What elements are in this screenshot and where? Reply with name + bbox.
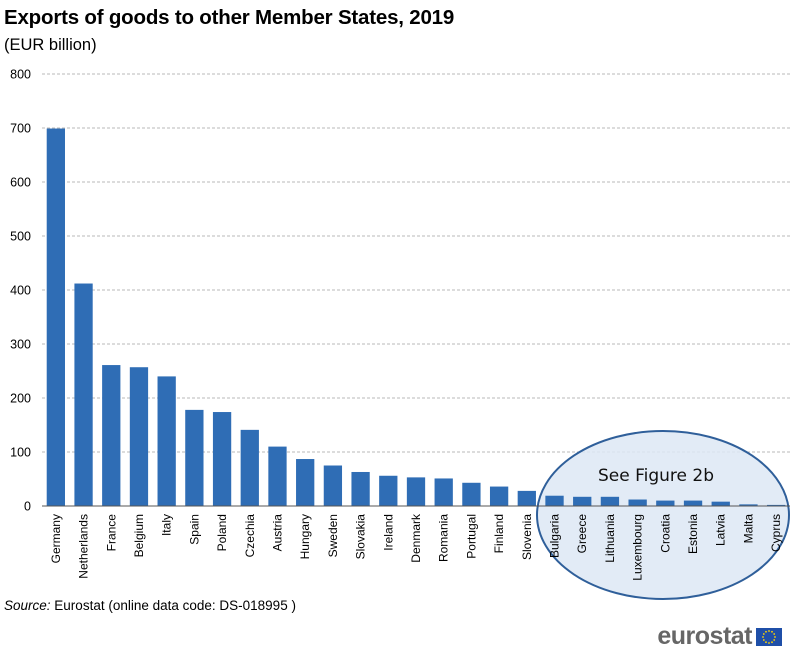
- bar-finland: [489, 486, 509, 506]
- x-tick-label: Lithuania: [603, 514, 617, 563]
- bar-croatia-overlay: [656, 500, 675, 506]
- x-tick-label: Croatia: [658, 514, 672, 553]
- x-tick-label: Latvia: [714, 514, 728, 546]
- flag-star: [768, 641, 770, 644]
- y-tick-label: 400: [10, 284, 31, 298]
- x-tick-label: Ireland: [381, 514, 395, 551]
- callout-text: See Figure 2b: [598, 466, 714, 486]
- bar-germany: [46, 128, 65, 507]
- bar-sweden: [323, 465, 343, 506]
- x-tick-label: Hungary: [298, 514, 312, 559]
- bar-slovenia: [517, 490, 536, 506]
- callout-ellipse: [536, 430, 790, 600]
- x-tick-label: Sweden: [326, 514, 340, 557]
- eu-flag-icon: [756, 627, 782, 646]
- bar-france: [102, 365, 121, 506]
- chart-title: Exports of goods to other Member States,…: [4, 6, 455, 29]
- x-tick-label: Romania: [437, 514, 451, 562]
- y-tick-label: 800: [10, 68, 31, 82]
- y-tick-label: 0: [24, 500, 31, 514]
- bar-romania: [434, 478, 453, 506]
- bar-lithuania-overlay: [600, 496, 620, 506]
- flag-star: [771, 630, 773, 633]
- bar-spain: [185, 409, 204, 506]
- x-tick-label: Belgium: [132, 514, 146, 557]
- flag-star: [773, 632, 776, 635]
- flag-star: [771, 640, 773, 643]
- bar-malta-overlay: [739, 504, 758, 506]
- bar-hungary: [296, 459, 315, 506]
- source-label: Source:: [4, 598, 51, 613]
- source-text: Eurostat (online data code: DS-018995 ): [54, 598, 296, 613]
- x-tick-label: Czechia: [243, 514, 257, 558]
- logo-text: eurostat: [657, 622, 752, 650]
- x-tick-label: Malta: [741, 514, 755, 544]
- bar-bulgaria-overlay: [545, 495, 564, 506]
- x-tick-label: Bulgaria: [548, 514, 562, 558]
- bar-belgium: [129, 367, 149, 506]
- flag-star: [765, 640, 767, 643]
- source-note: Source: Eurostat (online data code: DS-0…: [4, 598, 296, 613]
- y-tick-label: 200: [10, 392, 31, 406]
- flag-star: [765, 630, 767, 633]
- x-tick-label: Denmark: [409, 513, 423, 563]
- bar-latvia-overlay: [711, 501, 730, 506]
- x-tick-label: Slovenia: [520, 514, 534, 560]
- flag-star: [762, 635, 764, 638]
- callout: See Figure 2b: [536, 430, 790, 600]
- flag-star: [768, 629, 770, 632]
- x-tick-label: Portugal: [464, 514, 478, 559]
- x-tick-label: Germany: [49, 514, 63, 563]
- bar-cyprus-overlay: [767, 504, 786, 506]
- gridlines: [42, 73, 790, 453]
- chart-subtitle: (EUR billion): [4, 36, 97, 54]
- bar-czechia: [240, 429, 259, 506]
- bar-luxembourg-overlay: [628, 499, 647, 506]
- bar-slovakia: [351, 471, 370, 506]
- x-tick-label: Spain: [187, 514, 201, 545]
- bar-ireland: [379, 475, 398, 506]
- x-tick-label: Luxembourg: [631, 514, 645, 581]
- bar-italy: [157, 376, 176, 506]
- bar-poland: [212, 412, 232, 506]
- y-tick-label: 600: [10, 176, 31, 190]
- bar-estonia-overlay: [683, 500, 703, 506]
- x-tick-label: Netherlands: [77, 514, 91, 579]
- y-tick-label: 500: [10, 230, 31, 244]
- x-tick-label: Cyprus: [769, 514, 783, 552]
- y-axis-ticks: 0 100 200 300 400 500 600 700 800: [10, 68, 31, 514]
- bars: [46, 128, 786, 507]
- eurostat-logo: eurostat: [657, 622, 782, 651]
- bar-portugal: [462, 482, 481, 506]
- flag-star: [773, 638, 776, 641]
- bar-denmark: [406, 477, 426, 506]
- x-tick-label: Poland: [215, 514, 229, 551]
- x-axis-labels: Germany Netherlands France Belgium Italy Spai…: [49, 513, 783, 581]
- x-tick-label: Austria: [270, 514, 284, 552]
- y-tick-label: 300: [10, 338, 31, 352]
- flag-star: [762, 638, 765, 641]
- bar-austria: [268, 446, 287, 506]
- x-tick-label: Estonia: [686, 514, 700, 554]
- y-tick-label: 700: [10, 122, 31, 136]
- flag-star: [762, 632, 765, 635]
- x-tick-label: Finland: [492, 514, 506, 553]
- y-tick-label: 100: [10, 446, 31, 460]
- bar-netherlands: [74, 283, 93, 506]
- x-tick-label: Slovakia: [354, 514, 368, 560]
- x-tick-label: Italy: [160, 514, 174, 536]
- x-tick-label: France: [104, 514, 118, 552]
- x-tick-label: Greece: [575, 514, 589, 554]
- flag-star: [774, 635, 776, 638]
- bar-greece-overlay: [573, 496, 592, 506]
